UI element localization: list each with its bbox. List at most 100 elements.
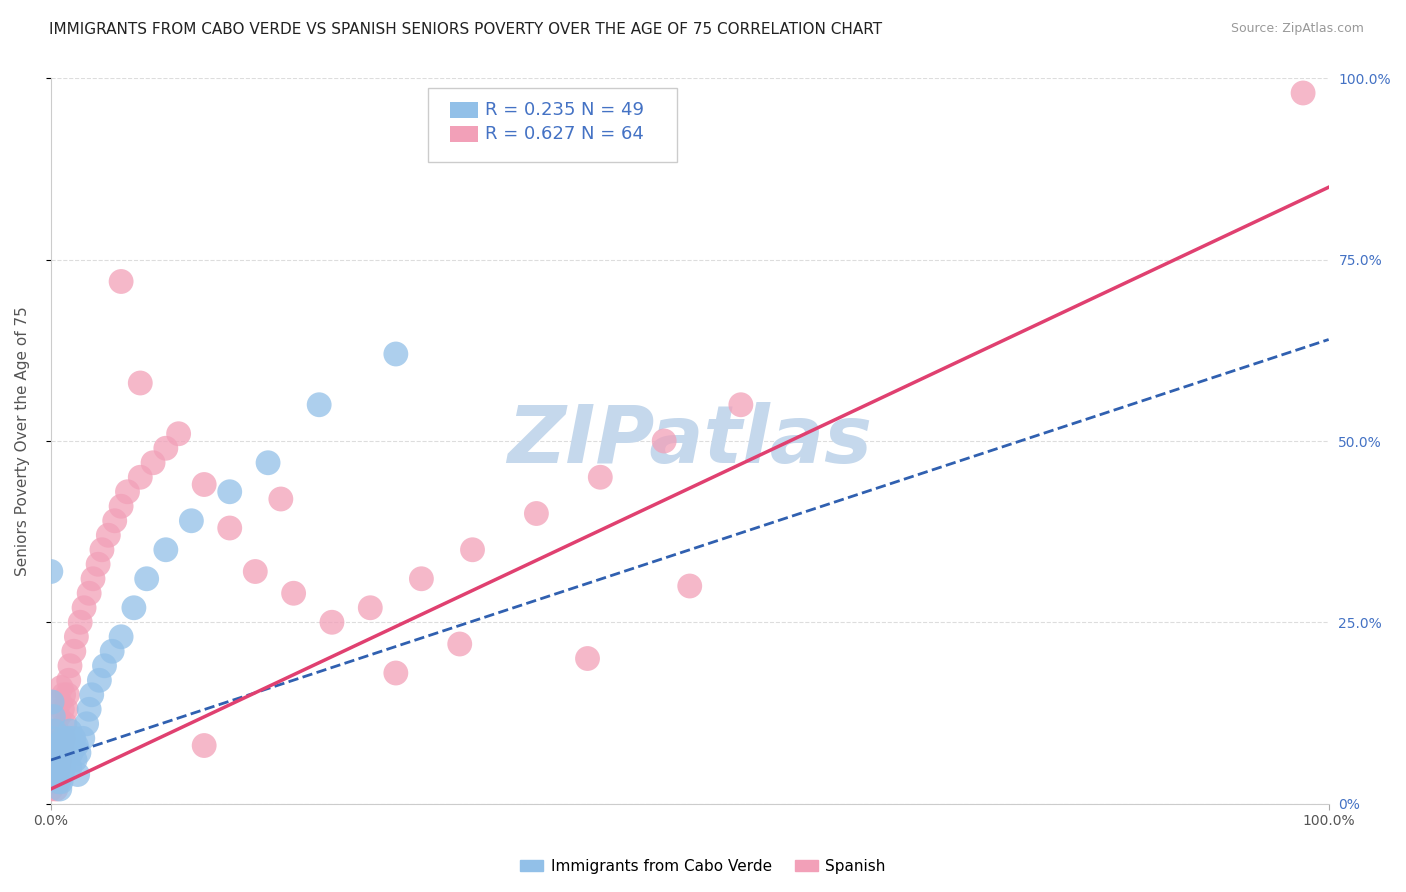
Point <box>44 753 66 767</box>
Point <box>39 760 62 774</box>
Point <box>55 702 77 716</box>
Point <box>48 753 70 767</box>
Point <box>142 456 165 470</box>
Point <box>46 746 69 760</box>
Point <box>59 724 82 739</box>
Point <box>49 695 72 709</box>
Point <box>652 434 675 448</box>
Point <box>72 731 94 746</box>
Point <box>180 514 202 528</box>
Point <box>67 746 90 760</box>
Point <box>41 695 63 709</box>
Point <box>63 753 86 767</box>
Point <box>49 746 72 760</box>
Point <box>49 782 72 797</box>
Point <box>42 731 65 746</box>
Point <box>167 426 190 441</box>
Point <box>257 456 280 470</box>
Point <box>58 731 80 746</box>
Point <box>77 702 100 716</box>
Text: R = 0.235: R = 0.235 <box>485 101 576 119</box>
Point <box>63 644 86 658</box>
Point <box>49 753 72 767</box>
Point <box>42 709 65 723</box>
Point <box>73 600 96 615</box>
Point <box>51 739 73 753</box>
Point <box>129 470 152 484</box>
Point <box>49 774 72 789</box>
Point <box>58 673 80 688</box>
Point <box>49 746 72 760</box>
Text: N = 49: N = 49 <box>581 101 644 119</box>
FancyBboxPatch shape <box>427 88 676 161</box>
Point <box>56 746 79 760</box>
Point <box>245 565 267 579</box>
Point <box>449 637 471 651</box>
Point <box>76 716 98 731</box>
Point <box>69 615 91 630</box>
Point <box>730 398 752 412</box>
Point <box>51 702 73 716</box>
Point <box>49 760 72 774</box>
Point <box>39 565 62 579</box>
Point <box>44 753 66 767</box>
Point <box>155 442 177 456</box>
Point <box>589 470 612 484</box>
Point <box>129 376 152 390</box>
Point <box>41 731 63 746</box>
Point <box>52 731 75 746</box>
Point <box>42 746 65 760</box>
Point <box>48 760 70 774</box>
Point <box>110 275 132 289</box>
Point <box>122 600 145 615</box>
Point <box>65 630 87 644</box>
Point <box>89 673 111 688</box>
Point <box>45 760 67 774</box>
Y-axis label: Seniors Poverty Over the Age of 75: Seniors Poverty Over the Age of 75 <box>15 306 30 576</box>
Point <box>101 644 124 658</box>
Point <box>45 739 67 753</box>
Text: ZIPatlas: ZIPatlas <box>508 402 872 480</box>
Point <box>52 760 75 774</box>
FancyBboxPatch shape <box>450 127 478 143</box>
Point <box>41 746 63 760</box>
Point <box>77 586 100 600</box>
Point <box>110 630 132 644</box>
Point <box>135 572 157 586</box>
Point <box>97 528 120 542</box>
Point <box>52 731 75 746</box>
Point <box>56 688 79 702</box>
Point <box>44 774 66 789</box>
FancyBboxPatch shape <box>450 103 478 119</box>
Point <box>53 753 76 767</box>
Point <box>42 767 65 781</box>
Point <box>93 658 115 673</box>
Point <box>679 579 702 593</box>
Point <box>359 600 381 615</box>
Point <box>46 767 69 781</box>
Text: IMMIGRANTS FROM CABO VERDE VS SPANISH SENIORS POVERTY OVER THE AGE OF 75 CORRELA: IMMIGRANTS FROM CABO VERDE VS SPANISH SE… <box>49 22 883 37</box>
Point <box>48 774 70 789</box>
Point <box>82 572 104 586</box>
Point <box>55 739 77 753</box>
Point <box>1292 86 1315 100</box>
Point <box>283 586 305 600</box>
Point <box>45 739 67 753</box>
Text: Source: ZipAtlas.com: Source: ZipAtlas.com <box>1230 22 1364 36</box>
Point <box>60 746 83 760</box>
Point <box>45 782 67 797</box>
Point <box>46 724 69 739</box>
Point <box>193 477 215 491</box>
Point <box>80 688 103 702</box>
Point <box>270 491 292 506</box>
Point <box>155 542 177 557</box>
Point <box>110 500 132 514</box>
Point <box>526 507 548 521</box>
Point <box>218 521 240 535</box>
Point <box>308 398 330 412</box>
Point <box>65 739 87 753</box>
Point <box>52 688 75 702</box>
Text: R = 0.627: R = 0.627 <box>485 125 575 144</box>
Point <box>59 760 82 774</box>
Point <box>53 716 76 731</box>
